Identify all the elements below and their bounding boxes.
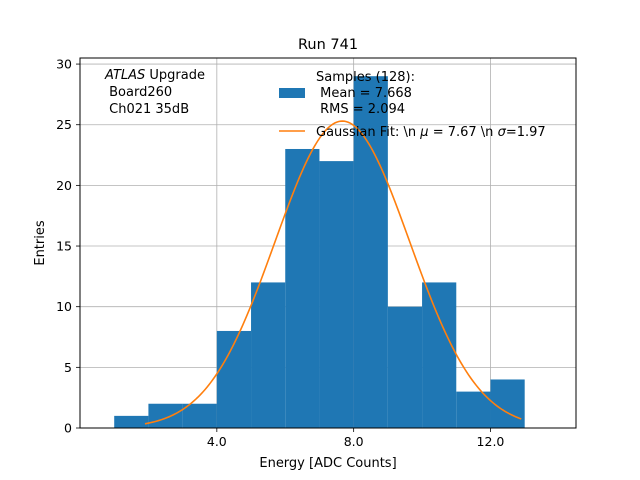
annotation-box: ATLAS Upgrade Board260 Ch021 35dB <box>104 68 205 117</box>
legend-fit-label: Gaussian Fit: \n μ = 7.67 \n σ=1.97 <box>316 125 546 140</box>
plot-frame <box>79 57 577 429</box>
chart-title: Run 741 <box>298 37 358 53</box>
annotation-line-3: Ch021 35dB <box>105 102 189 117</box>
legend-fit-sigma-symbol: σ <box>498 125 507 140</box>
y-tick-label: 10 <box>56 299 72 314</box>
y-tick-label: 25 <box>56 117 72 132</box>
legend-fit-mu-symbol: μ <box>419 125 428 140</box>
y-tick-label: 5 <box>64 360 72 375</box>
fit-curve <box>144 120 522 425</box>
histogram-bar <box>182 403 217 428</box>
legend: Samples (128): Mean = 7.668 RMS = 2.094 … <box>279 70 546 140</box>
y-tick-label: 20 <box>56 178 72 193</box>
legend-fit-mu-text: = 7.67 \n <box>429 125 498 140</box>
x-tick-label: 12.0 <box>477 434 505 449</box>
x-tick-label: 8.0 <box>344 434 364 449</box>
legend-fit-sigma-text: =1.97 <box>506 125 546 140</box>
histogram-bar <box>387 306 423 428</box>
legend-hist-line-2: Mean = 7.668 <box>316 86 412 101</box>
histogram-bar <box>353 76 388 429</box>
x-axis-ticks: 4.0 8.0 12.0 <box>207 428 505 449</box>
annotation-line-1: ATLAS Upgrade <box>104 68 205 83</box>
legend-hist-line-3: RMS = 2.094 <box>316 102 405 117</box>
histogram-bar <box>285 148 320 428</box>
y-axis-label: Entries <box>33 220 48 266</box>
y-axis-ticks: 0 5 10 15 20 25 30 <box>56 57 80 436</box>
y-tick-label: 0 <box>64 421 72 436</box>
legend-hist-line-1: Samples (128): <box>316 70 415 85</box>
histogram-bar <box>490 379 525 428</box>
annotation-atlas: ATLAS <box>104 68 145 83</box>
legend-fit-prefix: Gaussian Fit: \n <box>316 125 420 140</box>
x-tick-label: 4.0 <box>207 434 227 449</box>
histogram-bars <box>114 76 525 429</box>
gaussian-fit <box>144 120 522 425</box>
legend-hist-swatch <box>279 88 305 98</box>
annotation-upgrade: Upgrade <box>145 68 205 83</box>
annotation-line-2: Board260 <box>105 85 172 100</box>
histogram-bar <box>216 330 252 428</box>
histogram-bar <box>148 403 183 428</box>
histogram-bar <box>114 415 149 428</box>
histogram-bar <box>251 282 286 428</box>
histogram-bar <box>422 282 457 428</box>
y-tick-label: 30 <box>56 57 72 72</box>
histogram-bar <box>319 161 354 429</box>
x-axis-label: Energy [ADC Counts] <box>259 456 396 471</box>
histogram-bar <box>456 391 491 428</box>
y-tick-label: 15 <box>56 239 72 254</box>
